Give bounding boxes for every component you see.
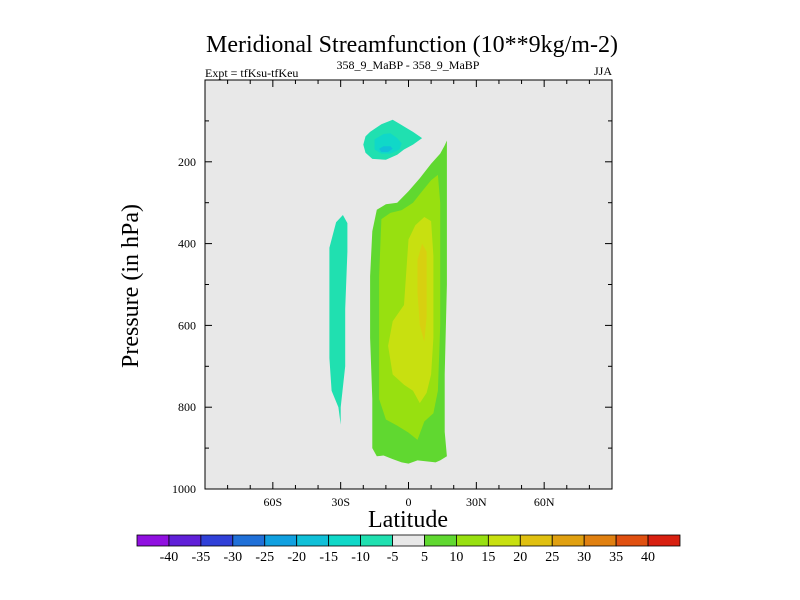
y-axis-title: Pressure (in hPa) — [118, 204, 144, 368]
colorbar-label: 5 — [421, 550, 428, 565]
x-tick-label: 60N — [534, 495, 555, 509]
colorbar-swatch — [424, 534, 457, 547]
y-tick-label: 200 — [178, 155, 196, 169]
colorbar-label: 20 — [513, 550, 527, 565]
y-tick-label: 600 — [178, 318, 196, 332]
colorbar-swatch — [487, 534, 521, 547]
right-subtitle: JJA — [594, 64, 612, 78]
colorbar-swatch — [615, 534, 649, 547]
colorbar-swatch — [392, 534, 425, 547]
chart-title: Meridional Streamfunction (10**9kg/m-2) — [206, 32, 618, 58]
colorbar-label: 25 — [545, 550, 559, 565]
colorbar-label: -15 — [319, 550, 338, 565]
x-tick-label: 30S — [331, 495, 350, 509]
contour-region-positive-cell-core — [417, 243, 427, 342]
colorbar-swatch — [456, 534, 489, 547]
colorbar-swatch — [136, 534, 170, 547]
center-subtitle: 358_9_MaBP - 358_9_MaBP — [337, 58, 480, 72]
x-tick-label: 60S — [263, 495, 282, 509]
colorbar-label: 40 — [641, 550, 655, 565]
colorbar-label: -20 — [287, 550, 306, 565]
colorbar-swatch — [583, 534, 617, 547]
colorbar-swatch — [551, 534, 585, 547]
x-tick-label: 30N — [466, 495, 487, 509]
left-subtitle: Expt = tfKsu-tfKeu — [205, 66, 298, 80]
colorbar-label: -10 — [351, 550, 370, 565]
colorbar-swatch — [200, 534, 234, 547]
x-tick-label: 0 — [406, 495, 412, 509]
colorbar-label: -35 — [192, 550, 211, 565]
colorbar-swatch — [296, 534, 330, 547]
colorbar-label: 35 — [609, 550, 623, 565]
contour-region-negative-cell-southern — [329, 215, 348, 425]
colorbar: -40 -35 -30 -25 -20 -15 -10 -5 5 10 15 20 25 30 35 40 — [136, 534, 681, 565]
colorbar-swatch — [168, 534, 202, 547]
colorbar-swatch — [360, 534, 393, 547]
colorbar-label: 10 — [449, 550, 463, 565]
colorbar-swatch — [328, 534, 361, 547]
colorbar-label: -25 — [255, 550, 274, 565]
colorbar-label: -30 — [223, 550, 242, 565]
y-axis-ticks: 200 400 600 800 1000 — [172, 120, 612, 496]
colorbar-label: 15 — [481, 550, 495, 565]
colorbar-swatch — [519, 534, 553, 547]
x-axis-title: Latitude — [368, 507, 448, 533]
colorbar-swatch — [264, 534, 298, 547]
contour-region-negative-cell-upper-core — [379, 146, 393, 152]
y-tick-label: 400 — [178, 237, 196, 251]
x-axis-ticks: 60S 30S 0 30N 60N — [204, 80, 613, 509]
y-tick-label: 800 — [178, 400, 196, 414]
colorbar-label: 30 — [577, 550, 591, 565]
contour-regions — [329, 119, 447, 464]
colorbar-label: -5 — [387, 550, 399, 565]
colorbar-swatch — [647, 534, 681, 547]
colorbar-label: -40 — [160, 550, 179, 565]
y-tick-label: 1000 — [172, 482, 196, 496]
colorbar-swatch — [232, 534, 266, 547]
